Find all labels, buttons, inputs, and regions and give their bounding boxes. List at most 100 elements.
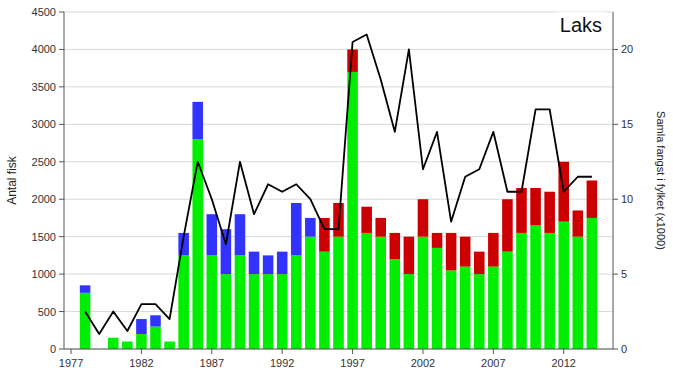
- bar: [361, 207, 372, 233]
- x-tick: [563, 349, 564, 354]
- title-bg: [557, 12, 605, 38]
- y2-tick-label: 15: [621, 118, 633, 130]
- x-axis: [64, 349, 613, 350]
- x-tick-label: 1997: [340, 357, 364, 369]
- y2-tick-label: 5: [621, 268, 627, 280]
- bar: [235, 214, 246, 215]
- x-tick: [282, 349, 283, 354]
- x-tick-label: 2002: [411, 357, 435, 369]
- y-tick-label: 500: [38, 306, 56, 318]
- bar: [502, 199, 513, 251]
- bar: [150, 327, 161, 349]
- bar: [544, 192, 555, 233]
- bar: [136, 319, 147, 320]
- grid-line: [64, 86, 613, 87]
- bar: [474, 252, 485, 274]
- bar: [164, 342, 175, 349]
- bar: [432, 233, 443, 248]
- bar: [108, 338, 119, 349]
- x-tick-label: 2007: [481, 357, 505, 369]
- bar: [122, 342, 133, 349]
- bar: [587, 218, 598, 349]
- y2-axis-label: Samla fangst i fylket (x1000): [655, 111, 667, 250]
- bar: [164, 341, 175, 342]
- x-tick-label: 1987: [200, 357, 224, 369]
- y-tick: [59, 161, 64, 162]
- y-tick: [59, 86, 64, 87]
- bar: [221, 229, 232, 274]
- bar: [150, 315, 161, 316]
- bar: [80, 285, 91, 286]
- bar: [249, 274, 260, 349]
- bar: [192, 101, 203, 102]
- bar: [263, 255, 274, 274]
- bar: [460, 237, 471, 267]
- bar: [333, 237, 344, 349]
- grid-line: [64, 49, 613, 50]
- y-tick: [59, 349, 64, 350]
- bar: [108, 337, 119, 338]
- bar: [178, 255, 189, 349]
- x-tick: [493, 349, 494, 354]
- y2-axis: [613, 12, 614, 349]
- bar: [80, 293, 91, 349]
- bar: [516, 188, 527, 233]
- y2-tick-label: 10: [621, 193, 633, 205]
- y-tick-label: 2000: [32, 193, 56, 205]
- y-tick-label: 3000: [32, 118, 56, 130]
- grid-line: [64, 161, 613, 162]
- bar: [418, 199, 429, 236]
- y-tick-label: 1000: [32, 268, 56, 280]
- title: Laks: [560, 14, 602, 36]
- bar: [122, 341, 133, 342]
- x-tick-label: 1982: [129, 357, 153, 369]
- y2-tick-label: 0: [621, 343, 627, 355]
- y-tick-label: 4000: [32, 43, 56, 55]
- y-tick: [59, 311, 64, 312]
- bar: [277, 274, 288, 349]
- bar: [263, 274, 274, 349]
- chart: 0 500 1000 1500 2000 2500 3000 3500 4000 4500 1977…: [0, 0, 673, 377]
- bar: [530, 225, 541, 349]
- bar: [305, 217, 316, 218]
- y2-tick: [613, 199, 618, 200]
- y-tick: [59, 12, 64, 13]
- y-tick-label: 1500: [32, 231, 56, 243]
- bar: [432, 248, 443, 349]
- bar: [164, 341, 175, 342]
- x-tick: [211, 349, 212, 354]
- grid-line: [64, 349, 613, 350]
- bar: [291, 202, 302, 203]
- x-tick-label: 1977: [59, 357, 83, 369]
- bar: [446, 233, 457, 270]
- bar: [404, 274, 415, 349]
- bar: [80, 285, 91, 292]
- bar: [291, 255, 302, 349]
- y-tick: [59, 274, 64, 275]
- bar: [235, 214, 246, 255]
- bar: [277, 251, 288, 252]
- grid: [64, 12, 613, 349]
- y-tick: [59, 199, 64, 200]
- bar: [305, 218, 316, 237]
- bar: [404, 237, 415, 274]
- y-tick-label: 3500: [32, 81, 56, 93]
- bar: [573, 237, 584, 349]
- bar: [446, 270, 457, 349]
- y-tick-label: 4500: [32, 6, 56, 18]
- y-tick-label: 2500: [32, 156, 56, 168]
- x-tick: [352, 349, 353, 354]
- bar: [375, 218, 386, 237]
- bar: [291, 203, 302, 255]
- bar: [418, 237, 429, 349]
- y-axis: [64, 12, 65, 349]
- bar: [544, 233, 555, 349]
- bar: [558, 222, 569, 349]
- x-tick: [422, 349, 423, 354]
- bar: [136, 319, 147, 334]
- y2-tick: [613, 124, 618, 125]
- grid-line: [64, 12, 613, 13]
- y2-tick: [613, 274, 618, 275]
- bar: [390, 259, 401, 349]
- y-tick: [59, 49, 64, 50]
